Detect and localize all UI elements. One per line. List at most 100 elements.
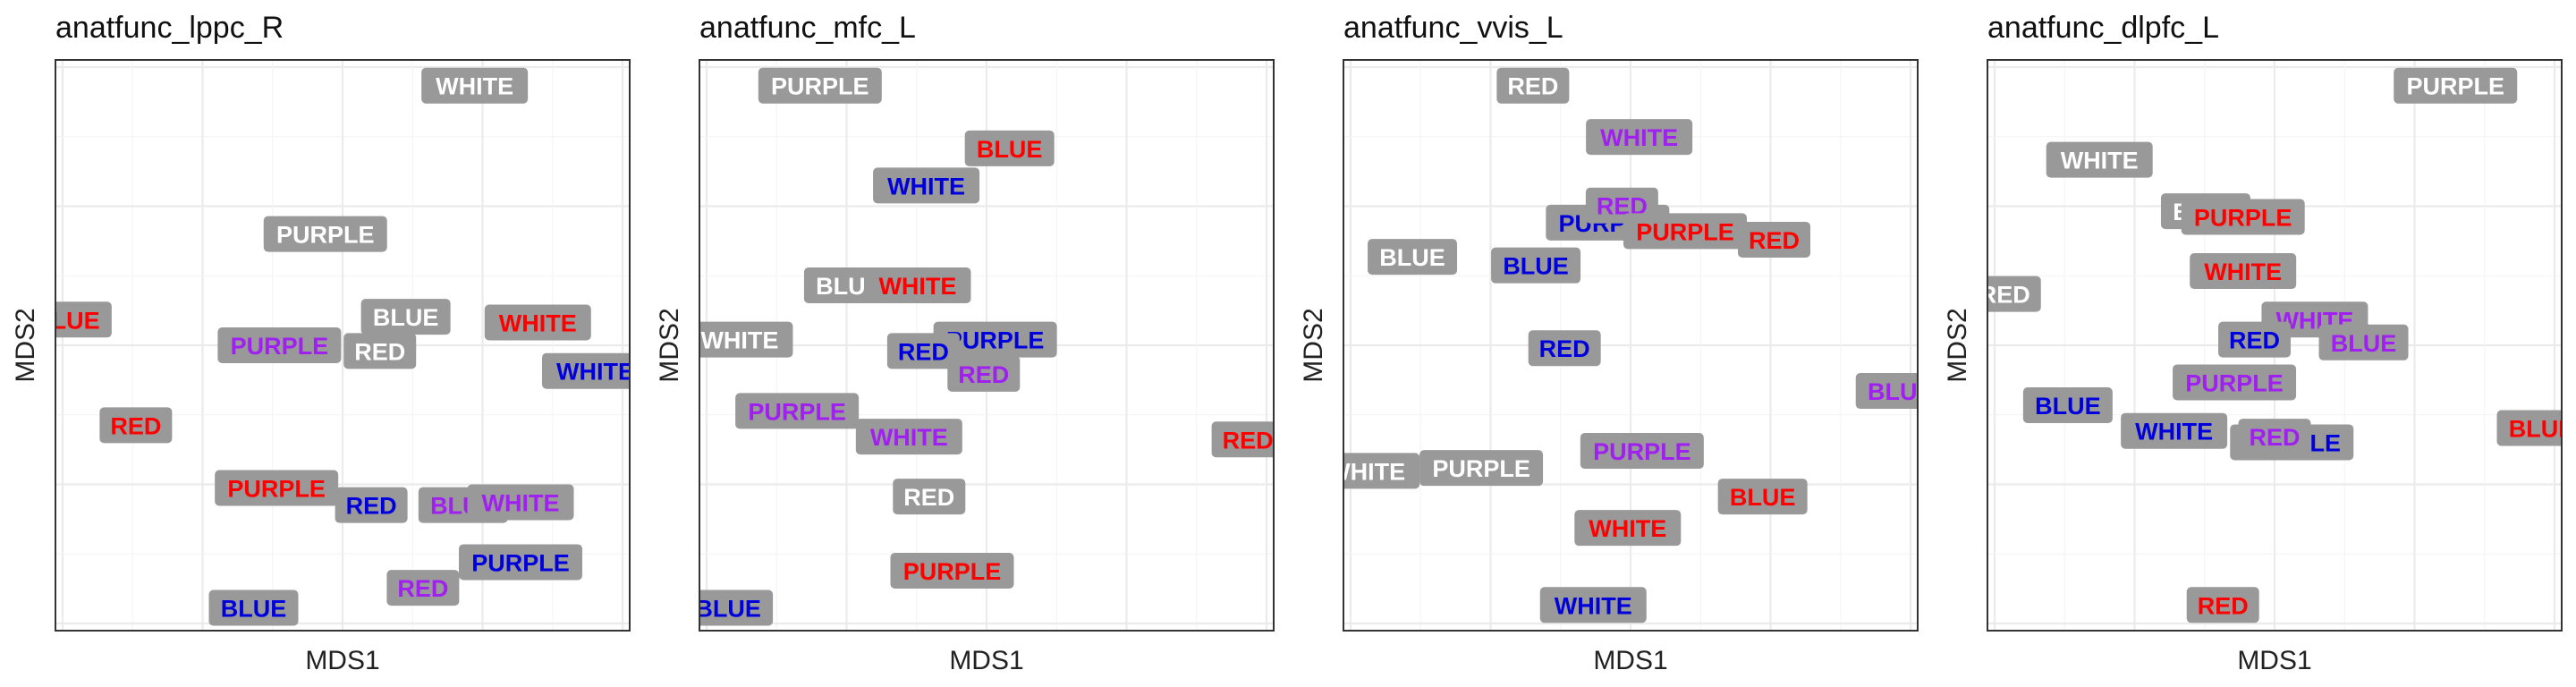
- point-label-box: [1987, 276, 2041, 312]
- point-label-box: [1717, 479, 1808, 515]
- point-label-text: BLUE: [2035, 393, 2101, 420]
- point-label: RED: [947, 355, 1021, 392]
- point-label-text: WHITE: [1589, 515, 1666, 542]
- point-label-text: PURPLE: [946, 327, 1045, 354]
- point-label: WHITE: [864, 267, 971, 304]
- point-label-box: [1855, 373, 1918, 410]
- point-label-box: [1623, 213, 1747, 250]
- point-label-text: WHITE: [1555, 592, 1632, 619]
- point-label: BLUE: [2496, 410, 2562, 446]
- point-label: RED: [2186, 587, 2259, 623]
- point-label: RED: [386, 570, 460, 606]
- point-label: PURPLE: [735, 393, 860, 429]
- point-label-text: PURPLE: [2194, 204, 2292, 231]
- point-label-text: WHITE: [870, 424, 948, 451]
- point-label: PURPLE: [2394, 67, 2518, 104]
- point-label-text: RED: [1749, 227, 1800, 254]
- point-label: BLUE: [695, 589, 774, 626]
- point-label-text: BLUE: [695, 595, 761, 622]
- point-label-text: RED: [898, 338, 949, 365]
- point-label: RED: [1987, 276, 2041, 312]
- point-label: PURPLE: [933, 321, 1057, 358]
- point-label: WHITE: [1586, 119, 1693, 156]
- point-label-text: RED: [110, 412, 161, 439]
- point-label-box: [933, 321, 1057, 358]
- point-label-box: [1539, 587, 1647, 623]
- point-label-text: PURPLE: [2185, 369, 2284, 396]
- point-label-box: [864, 267, 971, 304]
- point-label-box: [1491, 247, 1581, 284]
- point-label: BLUE: [208, 589, 299, 626]
- point-label-box: [2218, 321, 2292, 358]
- point-label: RED: [886, 333, 960, 369]
- x-axis-label: MDS1: [305, 646, 379, 675]
- point-label: PURPLE: [263, 216, 387, 252]
- point-label-text: WHITE: [1600, 124, 1678, 151]
- point-label: BLUE: [2022, 386, 2113, 423]
- point-label-text: WHITE: [436, 73, 513, 100]
- point-label-text: RED: [2229, 327, 2280, 354]
- point-label-text: RED: [1539, 335, 1590, 362]
- point-label: PURPLE: [215, 470, 339, 506]
- point-label-box: [335, 487, 408, 523]
- point-label-text: PURPLE: [748, 398, 846, 425]
- panel-border: [699, 59, 1275, 632]
- point-label: WHITE: [2121, 412, 2228, 449]
- point-label: BLUE: [1717, 479, 1808, 515]
- point-label-box: [467, 484, 574, 521]
- x-axis-label: MDS1: [2237, 646, 2311, 675]
- point-label-text: WHITE: [878, 273, 956, 300]
- point-label-text: WHITE: [556, 359, 634, 386]
- point-label-text: BLUE: [1503, 253, 1569, 280]
- point-label: RED: [99, 407, 173, 444]
- point-label-text: BLUE: [1868, 378, 1934, 405]
- point-label-box: [2496, 410, 2562, 446]
- point-label: RED: [1528, 330, 1601, 367]
- point-label-box: [484, 304, 591, 341]
- point-label: BLUE: [55, 301, 112, 338]
- point-label-box: [541, 352, 630, 389]
- point-label-box: [459, 544, 583, 581]
- point-label-text: RED: [397, 575, 448, 602]
- x-axis-label: MDS1: [1593, 646, 1667, 675]
- point-label-box: [1586, 119, 1693, 156]
- point-label: PURPLE: [1580, 433, 1704, 470]
- point-label-box: [1419, 450, 1544, 487]
- point-label-box: [2394, 67, 2518, 104]
- point-label-box: [964, 130, 1055, 166]
- point-labels: WHITE PURPLE BLUE BLUE WHITE PURPLE RED WHITE RE…: [55, 67, 634, 626]
- point-label-box: [2238, 419, 2311, 455]
- point-label-box: [343, 333, 417, 369]
- panel-title: anatfunc_vvis_L: [1343, 11, 1563, 45]
- point-label-text: WHITE: [482, 489, 560, 516]
- point-label-box: [263, 216, 387, 252]
- point-label: RED: [335, 487, 408, 523]
- point-label-box: [886, 333, 960, 369]
- point-label: PURPLE: [758, 67, 882, 104]
- point-label-text: WHITE: [2204, 259, 2282, 285]
- point-label: PURPLE: [890, 553, 1014, 589]
- point-label-box: [2173, 364, 2297, 401]
- point-label-box: [1738, 221, 1810, 258]
- point-label-box: [360, 299, 451, 335]
- point-label-box: [1574, 510, 1682, 547]
- point-label: WHITE: [484, 304, 591, 341]
- point-label-text: WHITE: [887, 173, 965, 199]
- point-label: PURPLE: [1623, 213, 1747, 250]
- point-label-text: RED: [1507, 73, 1558, 100]
- point-label-box: [2022, 386, 2113, 423]
- point-label-box: [1528, 330, 1601, 367]
- panel-title: anatfunc_dlpfc_L: [1987, 11, 2219, 45]
- point-label: BLUE: [2318, 324, 2409, 360]
- y-axis-label: MDS2: [1943, 308, 1972, 382]
- point-label-box: [735, 393, 860, 429]
- point-label: BLUE: [1855, 373, 1934, 410]
- grid: [1987, 60, 2562, 631]
- point-label-text: PURPLE: [1432, 455, 1530, 482]
- y-axis-label: MDS2: [11, 308, 40, 382]
- point-label-box: [2190, 253, 2297, 290]
- point-label: RED: [1738, 221, 1810, 258]
- panel-1: WHITE PURPLE BLUE BLUE WHITE PURPLE RED WHITE RE…: [11, 11, 634, 675]
- point-label-box: [2181, 199, 2305, 235]
